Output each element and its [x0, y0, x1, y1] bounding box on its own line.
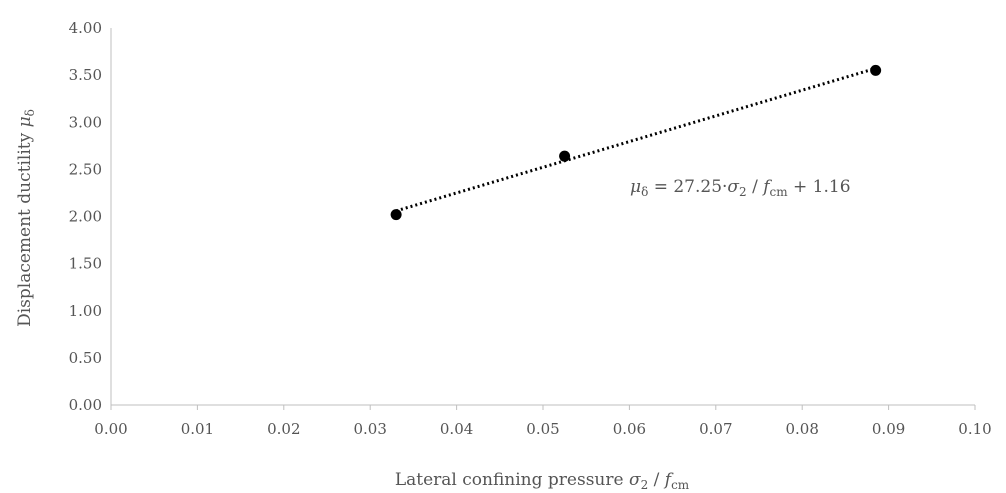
- data-points: [390, 64, 882, 221]
- trendline-equation: μδ = 27.25·σ2 / fcm + 1.16: [630, 177, 851, 199]
- y-tick-label: 0.00: [69, 396, 102, 414]
- x-tick-label: 0.06: [613, 420, 646, 438]
- x-axis-title: Lateral confining pressure σ2 / fcm: [395, 470, 690, 492]
- x-tick-label: 0.03: [353, 420, 386, 438]
- x-tick-label: 0.05: [526, 420, 559, 438]
- y-tick-label: 3.50: [69, 66, 102, 84]
- x-tick-label: 0.07: [699, 420, 732, 438]
- y-tick-label: 1.50: [69, 255, 102, 273]
- y-tick-label: 2.00: [69, 208, 102, 226]
- y-tick-labels: 0.00 0.50 1.00 1.50 2.00 2.50 3.00 3.50 4.00: [69, 19, 102, 414]
- y-tick-label: 2.50: [69, 160, 102, 178]
- y-tick-label: 4.00: [69, 19, 102, 37]
- data-point: [559, 150, 571, 162]
- x-tick-label: 0.09: [872, 420, 905, 438]
- x-tick-label: 0.04: [440, 420, 473, 438]
- x-tick-label: 0.01: [181, 420, 214, 438]
- y-tick-label: 3.00: [69, 113, 102, 131]
- y-tick-label: 0.50: [69, 349, 102, 367]
- data-point: [870, 64, 882, 76]
- x-tick-label: 0.00: [94, 420, 127, 438]
- x-tick-label: 0.10: [958, 420, 991, 438]
- y-axis-title: Displacement ductility μδ: [15, 109, 37, 327]
- x-tick-label: 0.08: [785, 420, 818, 438]
- x-tick-label: 0.02: [267, 420, 300, 438]
- data-point: [390, 209, 402, 221]
- x-tick-labels: 0.00 0.01 0.02 0.03 0.04 0.05 0.06 0.07 0.08 0.09…: [94, 405, 992, 438]
- y-tick-label: 1.00: [69, 302, 102, 320]
- trendline: [395, 66, 877, 213]
